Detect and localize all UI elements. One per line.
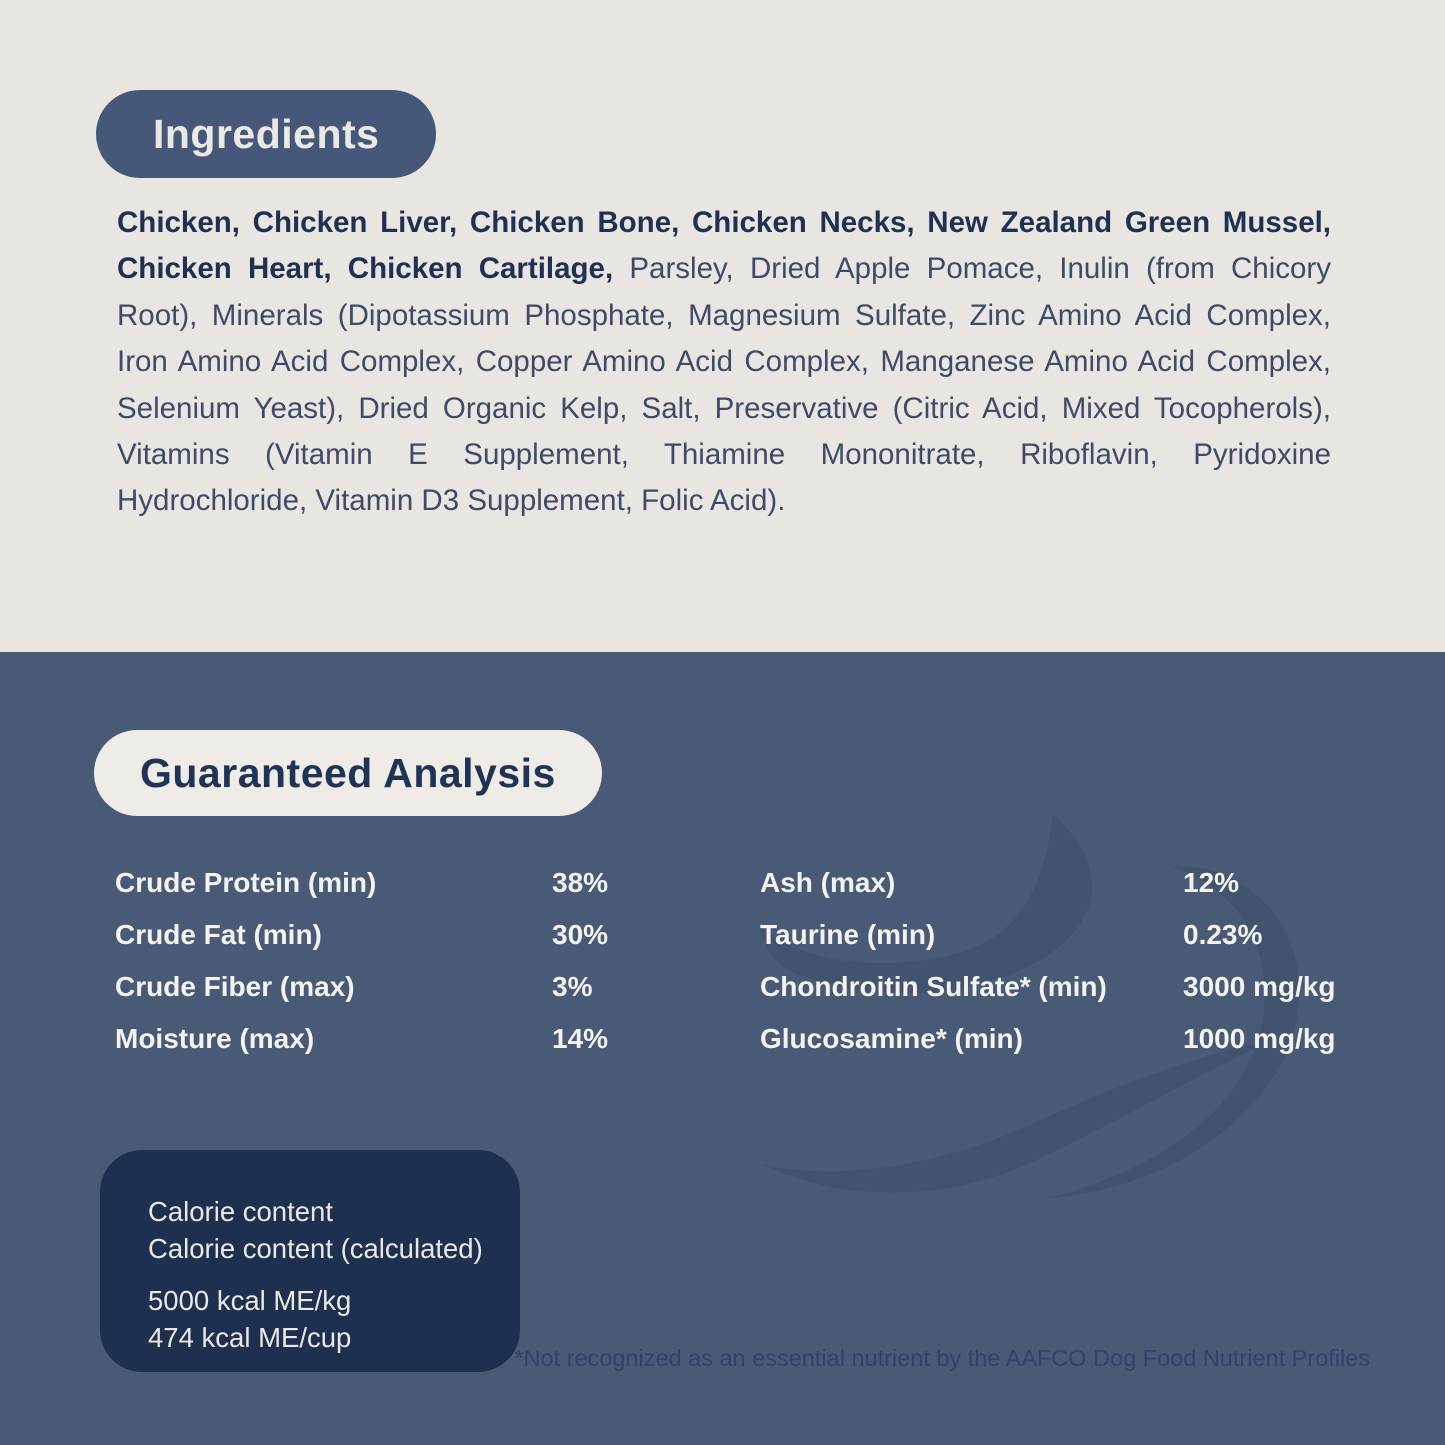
analysis-row-crude-fat: Crude Fat (min) 30%: [115, 909, 675, 961]
ingredients-badge-label: Ingredients: [153, 110, 380, 157]
analysis-row-crude-fiber: Crude Fiber (max) 3%: [115, 961, 675, 1013]
analysis-value: 12%: [1183, 867, 1240, 898]
analysis-label: Glucosamine* (min): [760, 1023, 1023, 1054]
analysis-value: 3%: [552, 971, 593, 1002]
analysis-right-column: Ash (max) 12% Taurine (min) 0.23% Chondr…: [760, 857, 1380, 1065]
analysis-value: 1000 mg/kg: [1183, 1023, 1336, 1054]
analysis-label: Crude Protein (min): [115, 867, 377, 898]
ingredients-badge: Ingredients: [96, 90, 437, 178]
ingredients-paragraph: Chicken, Chicken Liver, Chicken Bone, Ch…: [117, 200, 1331, 525]
guaranteed-analysis-badge: Guaranteed Analysis: [94, 730, 602, 816]
ingredients-section: Ingredients Chicken, Chicken Liver, Chic…: [0, 0, 1445, 652]
calorie-content-values: 5000 kcal ME/kg 474 kcal ME/cup: [148, 1282, 500, 1356]
analysis-label: Crude Fiber (max): [115, 971, 355, 1002]
calorie-content-line: Calorie content (calculated): [148, 1233, 483, 1264]
analysis-label: Chondroitin Sulfate* (min): [760, 971, 1107, 1002]
analysis-row-moisture: Moisture (max) 14%: [115, 1013, 675, 1065]
analysis-label: Taurine (min): [760, 919, 936, 950]
analysis-row-glucosamine: Glucosamine* (min) 1000 mg/kg: [760, 1013, 1380, 1065]
guaranteed-analysis-section: Guaranteed Analysis Crude Protein (min) …: [0, 652, 1445, 1445]
analysis-row-chondroitin: Chondroitin Sulfate* (min) 3000 mg/kg: [760, 961, 1380, 1013]
analysis-value: 14%: [552, 1023, 609, 1054]
analysis-value: 3000 mg/kg: [1183, 971, 1336, 1002]
calorie-content-headings: Calorie content Calorie content (calcula…: [148, 1193, 500, 1267]
ingredients-primary-list: Chicken, Chicken Liver, Chicken Bone, Ch…: [117, 206, 1331, 286]
ingredients-secondary-list: Parsley, Dried Apple Pomace, Inulin (fro…: [117, 252, 1331, 518]
analysis-value: 0.23%: [1183, 919, 1263, 950]
analysis-row-ash: Ash (max) 12%: [760, 857, 1380, 909]
analysis-label: Crude Fat (min): [115, 919, 322, 950]
analysis-row-taurine: Taurine (min) 0.23%: [760, 909, 1380, 961]
analysis-label: Ash (max): [760, 867, 896, 898]
wave-swirl-decoration: [759, 814, 1300, 1198]
analysis-label: Moisture (max): [115, 1023, 315, 1054]
analysis-value: 38%: [552, 867, 609, 898]
calorie-content-line: 474 kcal ME/cup: [148, 1322, 352, 1353]
guaranteed-analysis-badge-label: Guaranteed Analysis: [140, 749, 556, 796]
analysis-left-column: Crude Protein (min) 38% Crude Fat (min) …: [115, 857, 675, 1065]
analysis-value: 30%: [552, 919, 609, 950]
calorie-content-line: 5000 kcal ME/kg: [148, 1285, 352, 1316]
analysis-row-crude-protein: Crude Protein (min) 38%: [115, 857, 675, 909]
aafco-footnote: *Not recognized as an essential nutrient…: [514, 1345, 1370, 1371]
calorie-content-line: Calorie content: [148, 1196, 333, 1227]
calorie-content-box: Calorie content Calorie content (calcula…: [100, 1150, 520, 1372]
